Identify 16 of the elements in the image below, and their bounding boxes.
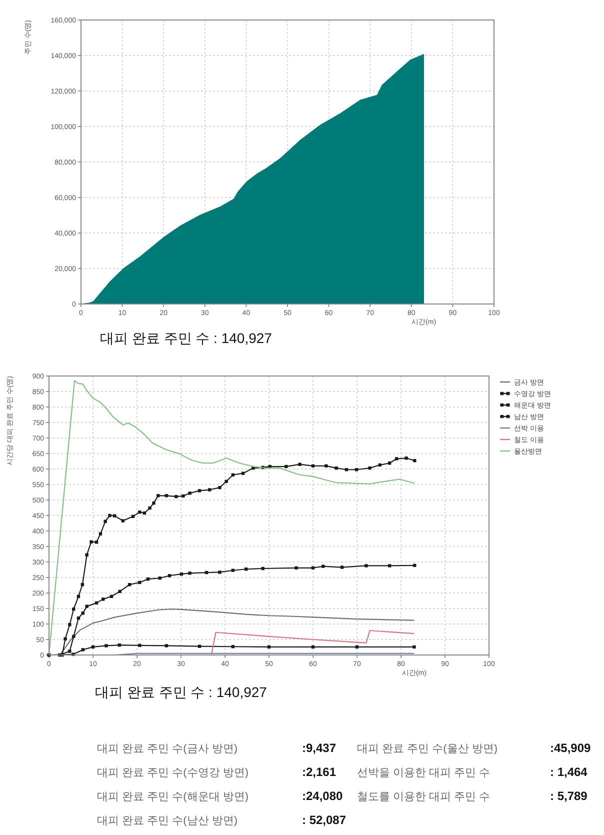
text: : 1,464	[550, 765, 588, 779]
text: :24,080	[302, 789, 344, 803]
text: 대피 완료 주민 수(해운대 방면)	[97, 791, 249, 803]
text: : 5,789	[550, 789, 588, 803]
text: :9,437	[302, 741, 336, 755]
text: 대피 완료 주민 수 : 140,927	[100, 330, 272, 346]
text: 대피 완료 주민 수 : 140,927	[95, 684, 268, 700]
text: 대피 완료 주민 수(울산 방면)	[357, 743, 498, 755]
text: 철도를 이용한 대피 주민 수	[357, 791, 490, 803]
text: 대피 완료 주민 수(수영강 방면)	[97, 767, 249, 779]
text: 선박을 이용한 대피 주민 수	[357, 767, 490, 779]
text: 대피 완료 주민 수(금사 방면)	[97, 743, 238, 755]
text: : 52,087	[302, 813, 346, 827]
text: 대피 완료 주민 수(남산 방면)	[97, 815, 238, 827]
text: :45,909	[550, 741, 592, 755]
text: :2,161	[302, 765, 336, 779]
